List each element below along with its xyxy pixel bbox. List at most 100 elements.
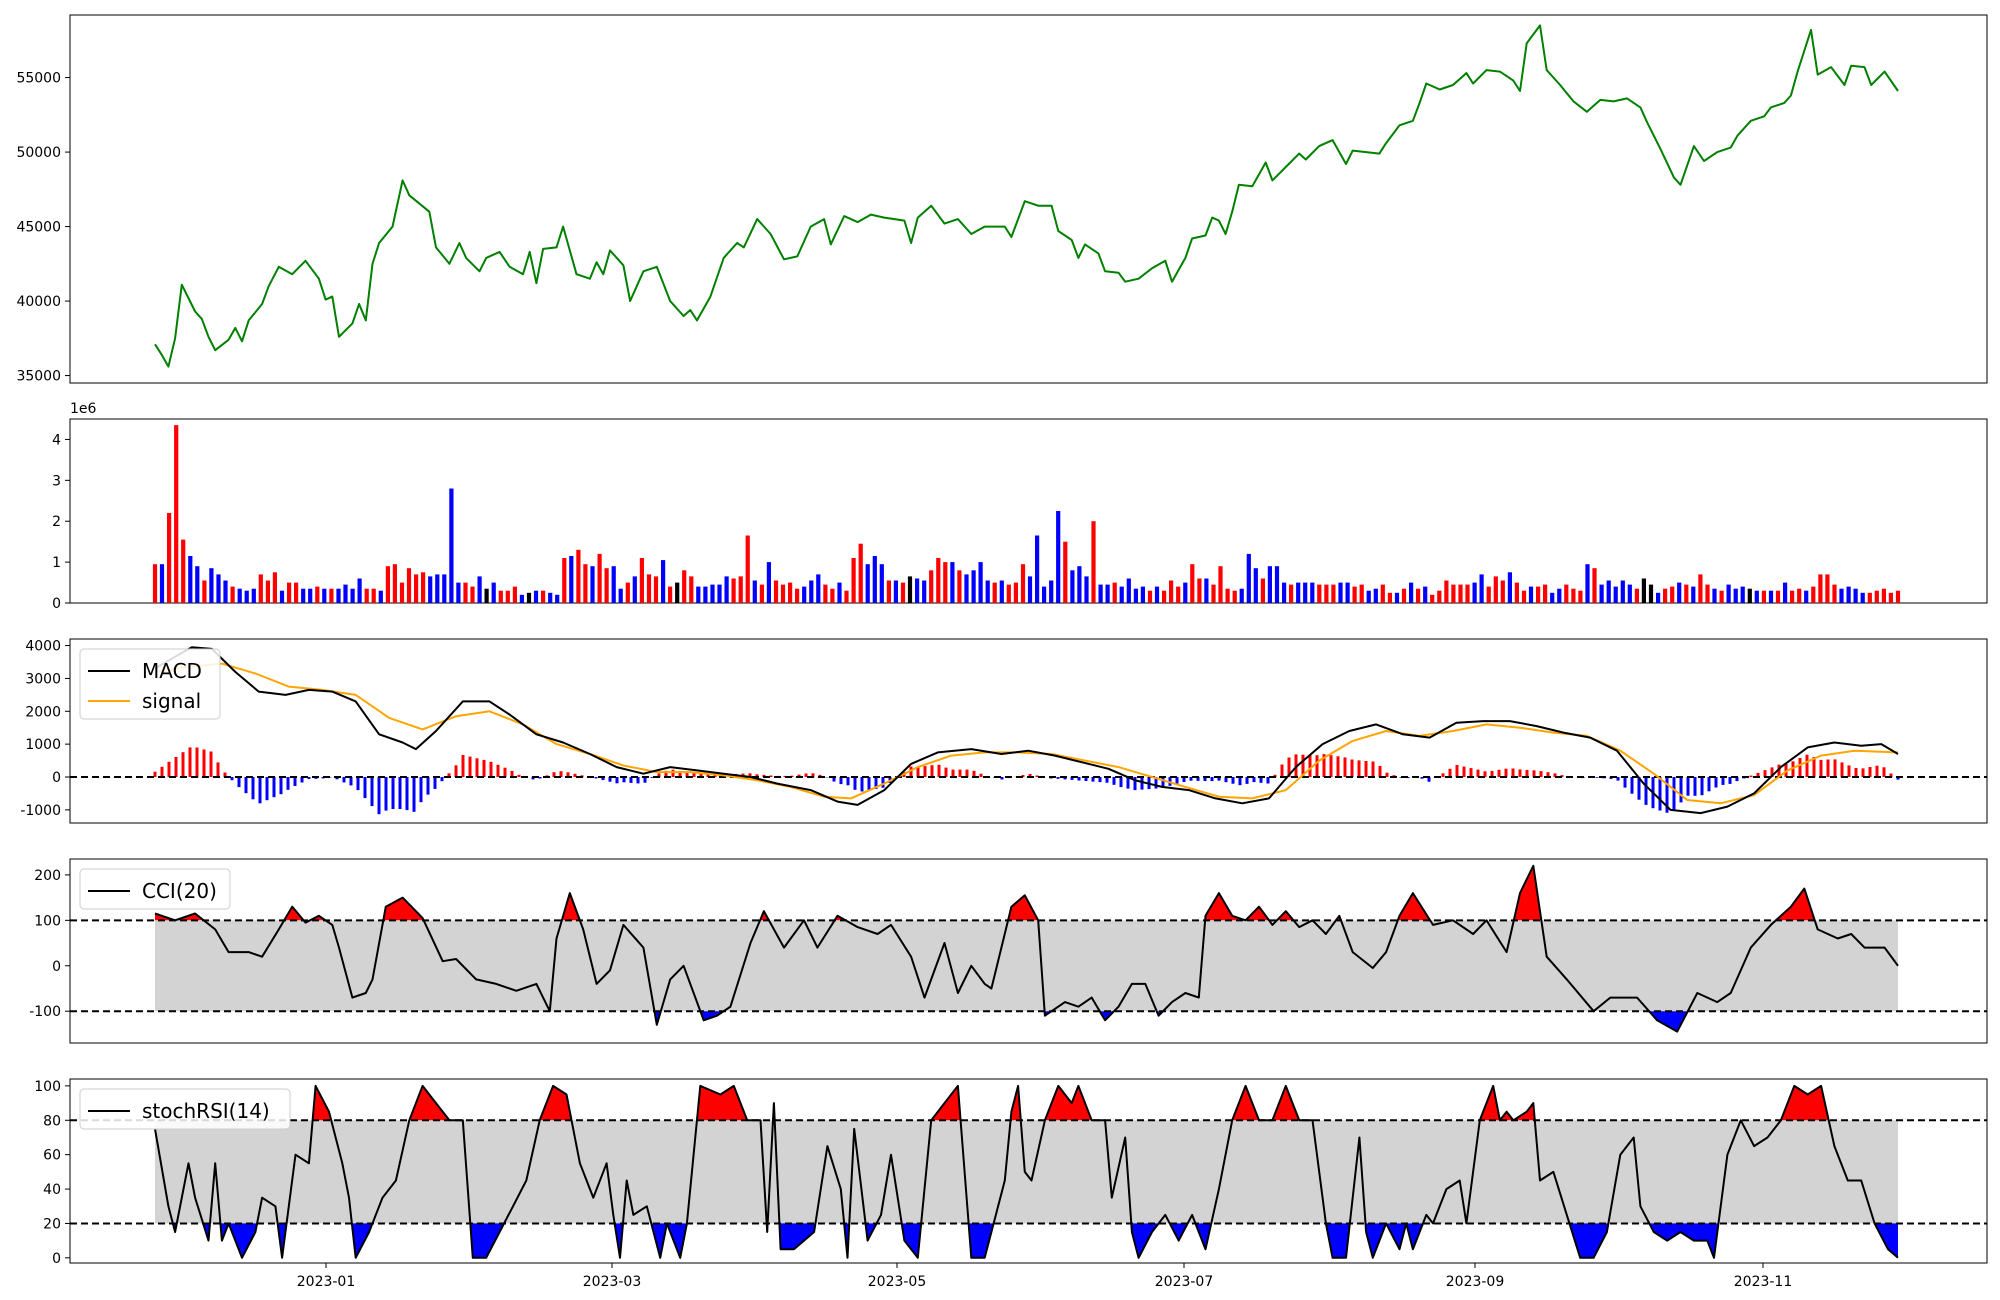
y-tick-label: 3: [52, 473, 61, 489]
macd-histogram-bar: [181, 752, 185, 777]
y-tick-label: 0: [52, 596, 61, 612]
macd-histogram-bar: [1805, 754, 1809, 777]
volume-bar: [1260, 578, 1265, 603]
y-tick-label: 45000: [16, 220, 61, 236]
macd-histogram-bar: [1273, 774, 1277, 777]
macd-histogram-bar: [1378, 765, 1382, 777]
y-tick-label: 40: [43, 1182, 61, 1198]
y-tick-label: 4000: [25, 639, 61, 655]
volume-bar: [689, 576, 694, 603]
macd-histogram-bar: [1623, 777, 1627, 788]
volume-bar: [1444, 580, 1449, 603]
volume-bar: [886, 580, 891, 603]
x-tick-label: 2023-05: [868, 1274, 927, 1290]
macd-histogram-bar: [909, 766, 913, 777]
volume-bar: [1324, 584, 1329, 603]
macd-histogram-bar: [293, 777, 297, 786]
volume-bar: [604, 568, 609, 603]
macd-histogram-bar: [1812, 757, 1816, 777]
macd-histogram-bar: [1630, 777, 1634, 794]
y-tick-label: 1000: [25, 737, 61, 753]
macd-histogram-bar: [573, 773, 577, 777]
macd-histogram-bar: [650, 777, 654, 778]
volume-bar: [152, 564, 158, 603]
macd-histogram-bar: [230, 777, 234, 781]
macd-histogram-bar: [1854, 768, 1858, 777]
volume-bar: [795, 588, 800, 603]
volume-bar: [272, 572, 277, 603]
macd-histogram-bar: [1238, 777, 1242, 786]
volume-bar: [357, 578, 362, 603]
volume-bar: [548, 592, 553, 603]
volume-bar: [470, 586, 475, 603]
macd-histogram-bar: [398, 777, 402, 809]
macd-histogram-bar: [1455, 765, 1459, 777]
macd-histogram-bar: [412, 777, 416, 812]
volume-bar: [188, 556, 193, 603]
macd-histogram-bar: [1532, 770, 1536, 777]
macd-histogram-bar: [433, 777, 437, 789]
cci-oversold-fill: [155, 1011, 1898, 1032]
volume-bar: [1154, 586, 1160, 603]
volume-bar: [350, 588, 355, 603]
macd-histogram-bar: [1308, 755, 1312, 777]
x-tick-label: 2023-07: [1155, 1274, 1214, 1290]
macd-histogram-bar: [482, 759, 486, 777]
volume-bar: [1543, 584, 1548, 603]
macd-histogram-bar: [1350, 759, 1354, 777]
volume-bar: [731, 578, 736, 603]
macd-histogram-bar: [510, 770, 514, 777]
macd-histogram-bar: [797, 774, 801, 777]
volume-bar: [1479, 574, 1484, 603]
cci-panel: -100 0 100 200 CCI(20): [29, 858, 1988, 1044]
volume-bar: [653, 576, 659, 603]
macd-histogram-bar: [496, 764, 500, 777]
macd-histogram-bar: [1511, 768, 1515, 777]
volume-bar: [1303, 582, 1308, 603]
macd-histogram-bar: [1840, 762, 1844, 777]
volume-bar: [1620, 580, 1625, 603]
price-frame: [69, 14, 1988, 384]
macd-histogram-bar: [1406, 777, 1410, 779]
volume-bar: [1401, 588, 1407, 603]
volume-bar: [1331, 584, 1336, 603]
volume-bar: [555, 594, 560, 603]
volume-bar: [1881, 588, 1886, 603]
volume-bar: [745, 535, 750, 603]
y-tick-label: 2: [52, 514, 61, 530]
macd-histogram-bar: [1371, 761, 1375, 777]
volume-bar: [780, 584, 786, 603]
volume-bar: [1740, 586, 1745, 603]
volume-bar: [1571, 588, 1576, 603]
volume-bar: [900, 582, 906, 603]
macd-histogram-bar: [160, 766, 164, 777]
macd-histogram-bar: [1056, 777, 1060, 779]
y-tick-label: 20: [43, 1216, 61, 1232]
volume-bar: [1225, 588, 1230, 603]
macd-histogram-bar: [1553, 773, 1557, 777]
volume-bar: [823, 584, 828, 603]
volume-bar: [1627, 584, 1632, 603]
volume-bar: [1049, 580, 1054, 603]
macd-histogram-bar: [937, 764, 941, 777]
y-tick-label: 40000: [16, 294, 61, 310]
cci-line: [154, 864, 1899, 1033]
volume-bar: [1514, 582, 1519, 603]
y-tick-label: 3000: [25, 671, 61, 687]
volume-bar: [1606, 580, 1611, 603]
volume-bar: [406, 568, 412, 603]
volume-bar: [1536, 586, 1541, 603]
macd-histogram-bar: [1322, 754, 1326, 777]
macd-histogram-bar: [265, 777, 269, 801]
volume-bar: [675, 582, 680, 603]
macd-histogram-bar: [678, 771, 682, 777]
macd-frame: [69, 638, 1988, 824]
volume-bar: [174, 425, 179, 603]
volume-bar: [1423, 586, 1428, 603]
volume-bar: [668, 586, 673, 603]
volume-bar: [484, 588, 489, 603]
macd-histogram-bar: [1644, 777, 1648, 805]
volume-bar: [1063, 541, 1068, 603]
cci-neutral-band: [155, 920, 1898, 1012]
macd-histogram-bar: [839, 777, 843, 785]
